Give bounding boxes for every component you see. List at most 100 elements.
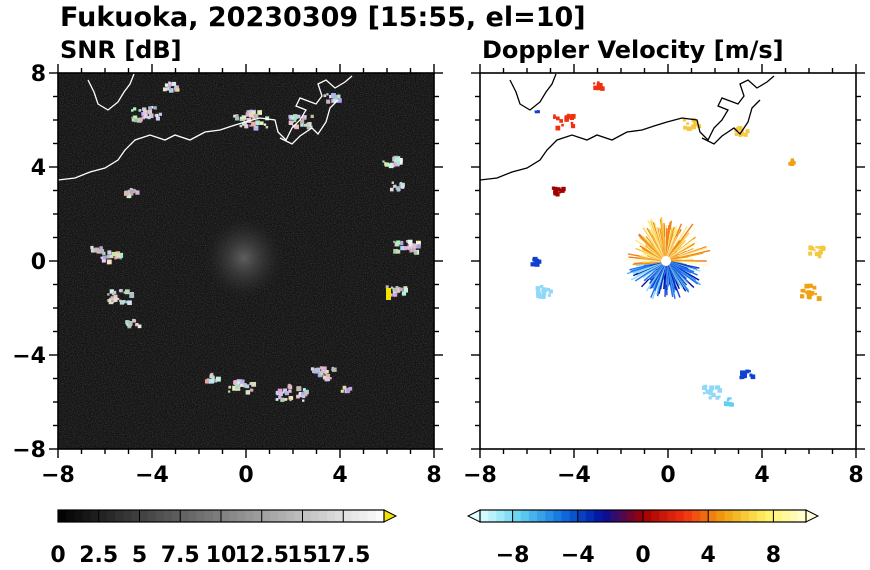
- snr-x-tick-label: 4: [332, 463, 347, 488]
- snr-colorbar-cell: [163, 510, 173, 522]
- doppler-colorbar-cell: [561, 510, 571, 522]
- doppler-colorbar-cell: [577, 510, 587, 522]
- doppler-colorbar-cell: [643, 510, 652, 522]
- doppler-colorbar-cell: [700, 510, 709, 522]
- doppler-colorbar-cell: [512, 510, 522, 522]
- snr-colorbar-cell: [253, 510, 263, 522]
- snr-colorbar-cell: [131, 510, 141, 522]
- snr-colorbar-label: 7.5: [161, 543, 200, 568]
- doppler-x-tick-label: 8: [848, 463, 863, 488]
- snr-colorbar-label: 15: [287, 543, 318, 568]
- snr-colorbar-cell: [204, 510, 214, 522]
- doppler-colorbar-cell: [740, 510, 750, 522]
- snr-colorbar-cell: [115, 510, 124, 522]
- snr-colorbar-cell: [294, 510, 304, 522]
- snr-colorbar-label: 5: [132, 543, 147, 568]
- doppler-colorbar: −8 −4 0 4 8: [466, 509, 820, 568]
- doppler-colorbar-cell: [618, 510, 628, 522]
- snr-axes: −8 −4 0 4 8 −8 −4 0 4 8: [12, 62, 443, 488]
- snr-colorbar-cell: [335, 510, 344, 522]
- snr-colorbar-cell: [237, 510, 247, 522]
- doppler-colorbar-cell: [545, 510, 554, 522]
- snr-colorbar-extend-max: [383, 509, 398, 523]
- snr-colorbar-label: 2.5: [79, 543, 118, 568]
- snr-colorbar-label: 0: [50, 543, 65, 568]
- snr-x-tick-label: −8: [41, 463, 75, 488]
- snr-colorbar-cell: [269, 510, 279, 522]
- snr-colorbar-cell: [261, 510, 271, 522]
- snr-colorbar-cell: [245, 510, 255, 522]
- doppler-colorbar-cell: [691, 510, 701, 522]
- doppler-colorbar-cell: [773, 510, 783, 522]
- snr-panel-title: SNR [dB]: [60, 36, 182, 64]
- doppler-coastline: [480, 73, 775, 181]
- doppler-colorbar-cell: [569, 510, 579, 522]
- doppler-colorbar-cell: [781, 510, 791, 522]
- snr-colorbar-cell: [180, 510, 189, 522]
- doppler-x-tick-label: −4: [557, 463, 591, 488]
- snr-coastline: [58, 73, 353, 181]
- doppler-x-tick-label: −8: [463, 463, 497, 488]
- snr-colorbar-cell: [359, 510, 369, 522]
- snr-colorbar-cell: [106, 510, 116, 522]
- snr-colorbar-cell: [310, 510, 320, 522]
- snr-colorbar-cell: [196, 510, 206, 522]
- snr-colorbar-cell: [278, 510, 287, 522]
- doppler-colorbar-cell: [765, 510, 774, 522]
- snr-echo-layer: [90, 81, 421, 402]
- snr-y-tick-label: 4: [31, 156, 46, 181]
- doppler-x-tick-label: 0: [660, 463, 675, 488]
- snr-colorbar-cell: [74, 510, 84, 522]
- snr-y-tick-label: −4: [12, 344, 46, 369]
- snr-y-tick-label: 0: [31, 250, 46, 275]
- snr-plot-area: [57, 72, 435, 450]
- doppler-colorbar-cell: [626, 510, 636, 522]
- snr-colorbar-cell: [58, 510, 67, 522]
- figure-title: Fukuoka, 20230309 [15:55, el=10]: [60, 2, 586, 33]
- doppler-colorbar-cell: [757, 510, 766, 522]
- snr-colorbar-cell: [82, 510, 92, 522]
- doppler-colorbar-cell: [659, 510, 669, 522]
- snr-colorbar-label: 17.5: [316, 543, 370, 568]
- doppler-axes: −8 −4 0 4 8: [463, 64, 865, 488]
- snr-colorbar-cell: [90, 510, 100, 522]
- snr-colorbar-cell: [326, 510, 336, 522]
- doppler-colorbar-cell: [634, 510, 644, 522]
- doppler-colorbar-label: −4: [561, 543, 595, 568]
- snr-colorbar-cell: [302, 510, 312, 522]
- snr-colorbar-cell: [286, 510, 295, 522]
- doppler-colorbar-cell: [602, 510, 611, 522]
- snr-colorbar-cell: [172, 510, 181, 522]
- doppler-colorbar-cell: [488, 510, 497, 522]
- snr-colorbar-cell: [98, 510, 108, 522]
- doppler-colorbar-cell: [537, 510, 546, 522]
- doppler-colorbar-label: 0: [635, 543, 650, 568]
- snr-colorbar-cell: [139, 510, 149, 522]
- snr-y-tick-label: −8: [12, 438, 46, 463]
- snr-x-tick-label: 0: [238, 463, 253, 488]
- doppler-colorbar-label: 8: [766, 543, 781, 568]
- snr-colorbar-cell: [147, 510, 157, 522]
- snr-colorbar-label: 10: [206, 543, 237, 568]
- snr-colorbar-cell: [343, 510, 352, 522]
- doppler-colorbar-cell: [708, 510, 717, 522]
- doppler-colorbar-cell: [528, 510, 538, 522]
- doppler-colorbar-cell: [732, 510, 742, 522]
- snr-colorbar-cell: [351, 510, 361, 522]
- doppler-colorbar-extend-min: [466, 509, 481, 523]
- doppler-colorbar-cell: [716, 510, 726, 522]
- doppler-colorbar-cell: [520, 510, 530, 522]
- snr-colorbar-cell: [66, 510, 75, 522]
- doppler-colorbar-cell: [496, 510, 506, 522]
- snr-colorbar-cell: [318, 510, 328, 522]
- doppler-panel-title: Doppler Velocity [m/s]: [482, 36, 784, 64]
- doppler-colorbar-cell: [667, 510, 677, 522]
- doppler-colorbar-cell: [553, 510, 563, 522]
- doppler-colorbar-cell: [797, 510, 807, 522]
- doppler-colorbar-cell: [585, 510, 595, 522]
- snr-colorbar-cell: [123, 510, 132, 522]
- doppler-x-tick-label: 4: [754, 463, 769, 488]
- doppler-colorbar-cell: [651, 510, 660, 522]
